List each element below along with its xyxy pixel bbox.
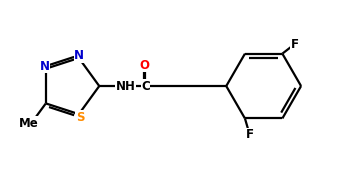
Text: F: F — [291, 38, 299, 51]
Text: F: F — [246, 128, 254, 141]
Text: Me: Me — [19, 117, 39, 130]
Text: O: O — [139, 59, 149, 72]
Text: S: S — [76, 111, 85, 124]
Text: N: N — [40, 60, 50, 73]
Text: NH: NH — [115, 79, 135, 93]
Text: N: N — [74, 49, 84, 62]
Text: C: C — [141, 79, 150, 93]
